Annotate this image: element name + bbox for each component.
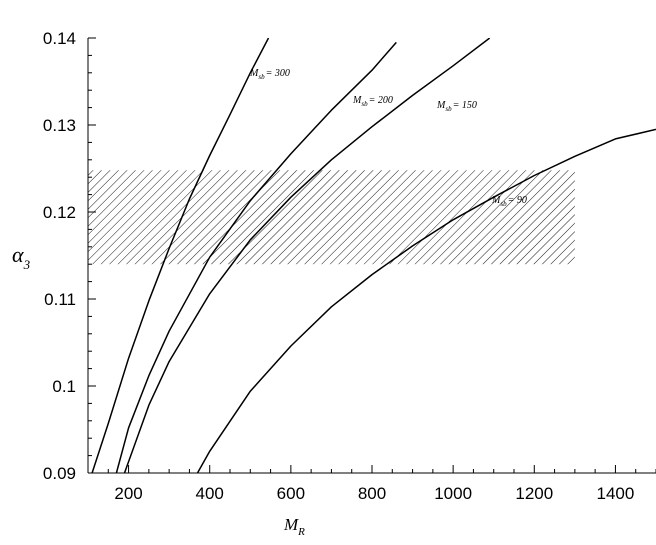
curve-2 <box>123 38 491 473</box>
curve-label-300: Msb= 300 <box>249 68 290 81</box>
curve-1 <box>115 41 397 473</box>
curve-0 <box>91 38 270 473</box>
y-tick-label: 0.11 <box>44 290 76 309</box>
curve-label-200: Msb= 200 <box>352 95 393 108</box>
curve-label-150: Msb= 150 <box>436 100 477 113</box>
y-tick-label: 0.09 <box>43 464 76 483</box>
axes: 0.09 0.1 0.11 0.12 0.13 0.14 200 400 600 800 1000 1… <box>43 29 656 503</box>
y-tick-label: 0.12 <box>43 203 76 222</box>
x-tick-label: 600 <box>277 484 305 503</box>
shaded-band-layer <box>88 170 575 265</box>
curve-label-90: Msb= 90 <box>491 195 527 208</box>
x-tick-label: 800 <box>358 484 386 503</box>
y-tick-label: 0.14 <box>43 29 76 48</box>
y-tick-label: 0.1 <box>52 377 76 396</box>
curves <box>91 38 656 473</box>
x-axis-title: MR <box>283 515 305 538</box>
x-tick-label: 1400 <box>597 484 635 503</box>
y-tick-label: 0.13 <box>43 116 76 135</box>
hatched-band <box>88 170 575 265</box>
y-axis-title: α3 <box>12 242 31 272</box>
x-tick-label: 1200 <box>515 484 553 503</box>
x-tick-label: 1000 <box>434 484 472 503</box>
curve-3 <box>196 128 656 473</box>
x-tick-label: 200 <box>114 484 142 503</box>
x-tick-label: 400 <box>196 484 224 503</box>
